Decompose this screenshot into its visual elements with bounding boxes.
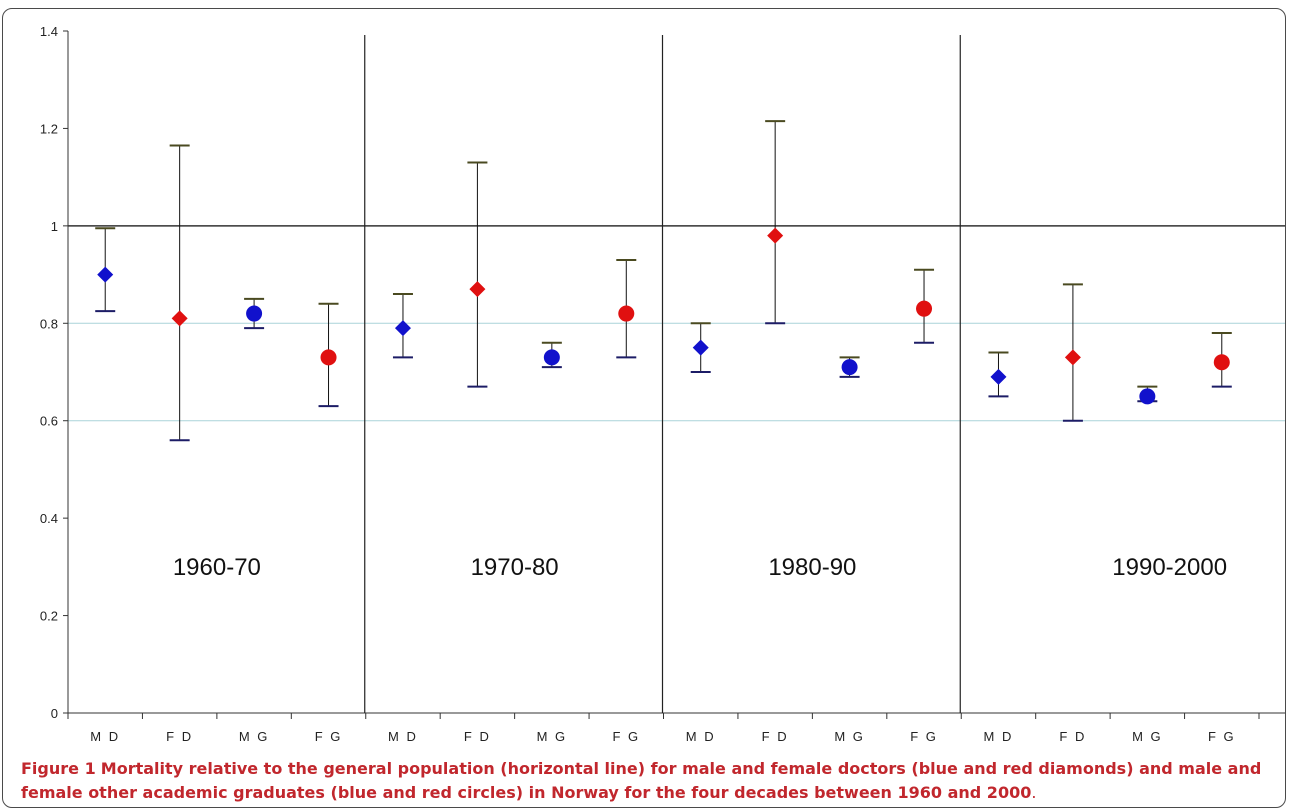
y-tick-label: 1.2 <box>40 121 58 136</box>
y-tick-label: 1.4 <box>40 24 58 39</box>
gridlines <box>68 225 1285 422</box>
decade-label: 1960-70 <box>173 554 261 581</box>
y-tick-label: 0.6 <box>40 414 58 429</box>
category-label: M G <box>537 729 568 744</box>
category-label: F G <box>315 729 343 744</box>
diamond-point-0 <box>97 266 114 283</box>
category-label: M G <box>1132 729 1163 744</box>
circle-point-10 <box>841 359 858 376</box>
diamond-point-4 <box>394 320 411 337</box>
category-label: M G <box>834 729 865 744</box>
data-points <box>97 227 1230 405</box>
circle-point-14 <box>1139 388 1156 405</box>
diamond-point-13 <box>1064 349 1081 366</box>
category-label: M D <box>388 729 418 744</box>
decade-labels: 1960-70 1970-80 1980-90 1990-2000 <box>173 554 1227 581</box>
caption-end: . <box>1031 783 1037 802</box>
decade-dividers <box>364 35 961 713</box>
circle-point-2 <box>246 305 263 322</box>
category-label: F D <box>1059 729 1086 744</box>
category-label: F D <box>166 729 193 744</box>
decade-label: 1970-80 <box>471 554 559 581</box>
circle-point-3 <box>320 349 337 366</box>
y-tick-label: 0.8 <box>40 316 58 331</box>
caption-label: Figure 1 <box>21 759 96 778</box>
axes: 0 0.2 0.4 0.6 0.8 1 1.2 1.4 <box>40 24 1285 721</box>
category-label: M D <box>90 729 120 744</box>
y-tick-label: 1 <box>51 219 58 234</box>
circle-point-6 <box>543 349 560 366</box>
category-label: F G <box>1208 729 1236 744</box>
caption-text: Mortality relative to the general popula… <box>21 759 1262 802</box>
figure-caption: Figure 1 Mortality relative to the gener… <box>21 757 1271 805</box>
decade-label: 1990-2000 <box>1112 554 1227 581</box>
y-tick-label: 0.4 <box>40 511 58 526</box>
category-label: F G <box>910 729 938 744</box>
category-label: F D <box>464 729 491 744</box>
circle-point-7 <box>618 305 635 322</box>
diamond-point-8 <box>692 339 709 356</box>
error-bars <box>95 120 1232 442</box>
diamond-point-1 <box>171 310 188 327</box>
y-tick-label: 0.2 <box>40 609 58 624</box>
category-label: F D <box>762 729 789 744</box>
category-label: M G <box>239 729 270 744</box>
diamond-point-12 <box>990 368 1007 385</box>
decade-label: 1980-90 <box>768 554 856 581</box>
category-label: M D <box>984 729 1014 744</box>
circle-point-11 <box>916 300 933 317</box>
figure-frame: 0 0.2 0.4 0.6 0.8 1 1.2 1.4 1960-70 1970-80 1980-… <box>2 8 1286 808</box>
diamond-point-5 <box>469 281 486 298</box>
diamond-point-9 <box>767 227 784 244</box>
category-label: M D <box>686 729 716 744</box>
category-label: F G <box>612 729 640 744</box>
circle-point-15 <box>1213 354 1230 371</box>
chart: 0 0.2 0.4 0.6 0.8 1 1.2 1.4 1960-70 1970-80 1980-… <box>40 24 1285 744</box>
y-tick-label: 0 <box>51 706 58 721</box>
